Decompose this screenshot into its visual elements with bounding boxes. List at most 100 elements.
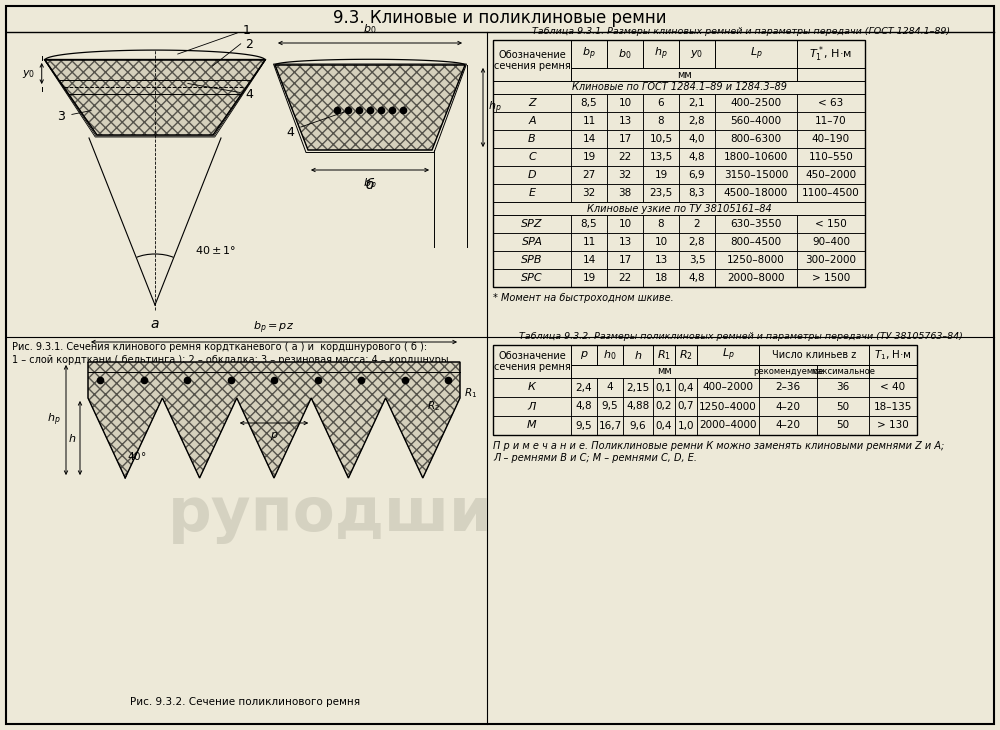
Bar bbox=[697, 416, 759, 435]
Bar bbox=[571, 94, 607, 112]
Bar bbox=[571, 68, 797, 81]
Text: 10,5: 10,5 bbox=[649, 134, 673, 144]
Bar bbox=[679, 112, 715, 130]
Text: 14: 14 bbox=[582, 134, 596, 144]
Bar bbox=[643, 269, 679, 287]
Text: 4,8: 4,8 bbox=[689, 273, 705, 283]
Text: 4–20: 4–20 bbox=[776, 420, 800, 431]
Bar bbox=[597, 378, 623, 397]
Text: Клиновые по ГОСТ 1284.1–89 и 1284.3–89: Клиновые по ГОСТ 1284.1–89 и 1284.3–89 bbox=[572, 82, 786, 93]
Text: $L_p$: $L_p$ bbox=[750, 46, 762, 62]
Bar bbox=[679, 40, 715, 68]
Text: 2,4: 2,4 bbox=[576, 383, 592, 393]
Text: 0,1: 0,1 bbox=[656, 383, 672, 393]
Bar bbox=[715, 166, 797, 184]
Text: 3150–15000: 3150–15000 bbox=[724, 170, 788, 180]
Bar bbox=[869, 416, 917, 435]
Text: 50: 50 bbox=[836, 402, 850, 412]
Text: $R_1$: $R_1$ bbox=[657, 348, 671, 362]
Text: $h_p$: $h_p$ bbox=[488, 99, 502, 115]
Text: 9.3. Клиновые и поликлиновые ремни: 9.3. Клиновые и поликлиновые ремни bbox=[333, 9, 667, 27]
Text: Клиновые узкие по ТУ 38105161–84: Клиновые узкие по ТУ 38105161–84 bbox=[587, 204, 771, 213]
Text: а: а bbox=[151, 317, 159, 331]
Text: C: C bbox=[528, 152, 536, 162]
Text: 800–6300: 800–6300 bbox=[730, 134, 782, 144]
Bar bbox=[571, 148, 607, 166]
Text: 13,5: 13,5 bbox=[649, 152, 673, 162]
Bar bbox=[679, 148, 715, 166]
Bar bbox=[571, 40, 607, 68]
Bar bbox=[679, 233, 715, 251]
Text: 8: 8 bbox=[658, 116, 664, 126]
Bar bbox=[643, 166, 679, 184]
Bar bbox=[817, 416, 869, 435]
Text: 90–400: 90–400 bbox=[812, 237, 850, 247]
Text: 11–70: 11–70 bbox=[815, 116, 847, 126]
Bar bbox=[597, 345, 623, 365]
Text: 4–20: 4–20 bbox=[776, 402, 800, 412]
Bar bbox=[607, 233, 643, 251]
Bar bbox=[493, 184, 571, 202]
Bar bbox=[493, 269, 571, 287]
Polygon shape bbox=[88, 362, 460, 478]
Text: 3: 3 bbox=[57, 110, 65, 123]
Bar bbox=[797, 68, 865, 81]
Bar bbox=[643, 233, 679, 251]
Text: < 63: < 63 bbox=[818, 98, 844, 108]
Text: $40°$: $40°$ bbox=[127, 450, 147, 462]
Bar bbox=[493, 81, 865, 94]
Bar bbox=[697, 378, 759, 397]
Bar bbox=[493, 202, 865, 215]
Bar bbox=[571, 397, 597, 416]
Bar bbox=[715, 112, 797, 130]
Bar bbox=[607, 148, 643, 166]
Bar bbox=[675, 378, 697, 397]
Text: 17: 17 bbox=[618, 134, 632, 144]
Text: 400–2000: 400–2000 bbox=[702, 383, 754, 393]
Bar bbox=[493, 345, 571, 378]
Bar bbox=[869, 345, 917, 365]
Text: 22: 22 bbox=[618, 152, 632, 162]
Bar bbox=[715, 251, 797, 269]
Bar bbox=[623, 416, 653, 435]
Text: М: М bbox=[527, 420, 537, 431]
Bar bbox=[817, 397, 869, 416]
Text: SPB: SPB bbox=[521, 255, 543, 265]
Bar bbox=[797, 40, 865, 68]
Text: $y_0$: $y_0$ bbox=[22, 67, 36, 80]
Bar bbox=[797, 148, 865, 166]
Bar bbox=[797, 184, 865, 202]
Text: 1 – слой кордткани ( бельтинга ); 2 – обкладка; 3 – резиновая масса; 4 – кордшну: 1 – слой кордткани ( бельтинга ); 2 – об… bbox=[12, 355, 449, 365]
Text: 400–2500: 400–2500 bbox=[730, 98, 782, 108]
Text: 16,7: 16,7 bbox=[598, 420, 622, 431]
Text: B: B bbox=[528, 134, 536, 144]
Bar bbox=[623, 345, 653, 365]
Text: 4: 4 bbox=[286, 126, 294, 139]
Bar bbox=[643, 112, 679, 130]
Bar bbox=[607, 215, 643, 233]
Bar bbox=[597, 416, 623, 435]
Text: Таблица 9.3.2. Размеры поликлиновых ремней и параметры передачи (ТУ 38105763–84): Таблица 9.3.2. Размеры поликлиновых ремн… bbox=[519, 332, 963, 341]
Bar bbox=[571, 215, 607, 233]
Bar bbox=[643, 40, 679, 68]
Bar bbox=[797, 251, 865, 269]
Bar bbox=[679, 166, 715, 184]
Bar bbox=[797, 130, 865, 148]
Text: $h_p$: $h_p$ bbox=[47, 412, 61, 429]
Bar bbox=[607, 251, 643, 269]
Bar bbox=[643, 215, 679, 233]
Text: 32: 32 bbox=[582, 188, 596, 198]
Bar bbox=[493, 345, 917, 435]
Bar bbox=[571, 416, 597, 435]
Bar bbox=[797, 233, 865, 251]
Bar bbox=[493, 166, 571, 184]
Bar bbox=[715, 215, 797, 233]
Text: $h_p$: $h_p$ bbox=[654, 46, 668, 62]
Text: 0,7: 0,7 bbox=[678, 402, 694, 412]
Text: 0,2: 0,2 bbox=[656, 402, 672, 412]
Text: 2–36: 2–36 bbox=[775, 383, 801, 393]
Bar bbox=[643, 251, 679, 269]
Bar bbox=[571, 184, 607, 202]
Bar bbox=[493, 40, 865, 287]
Text: мм: мм bbox=[658, 366, 672, 377]
